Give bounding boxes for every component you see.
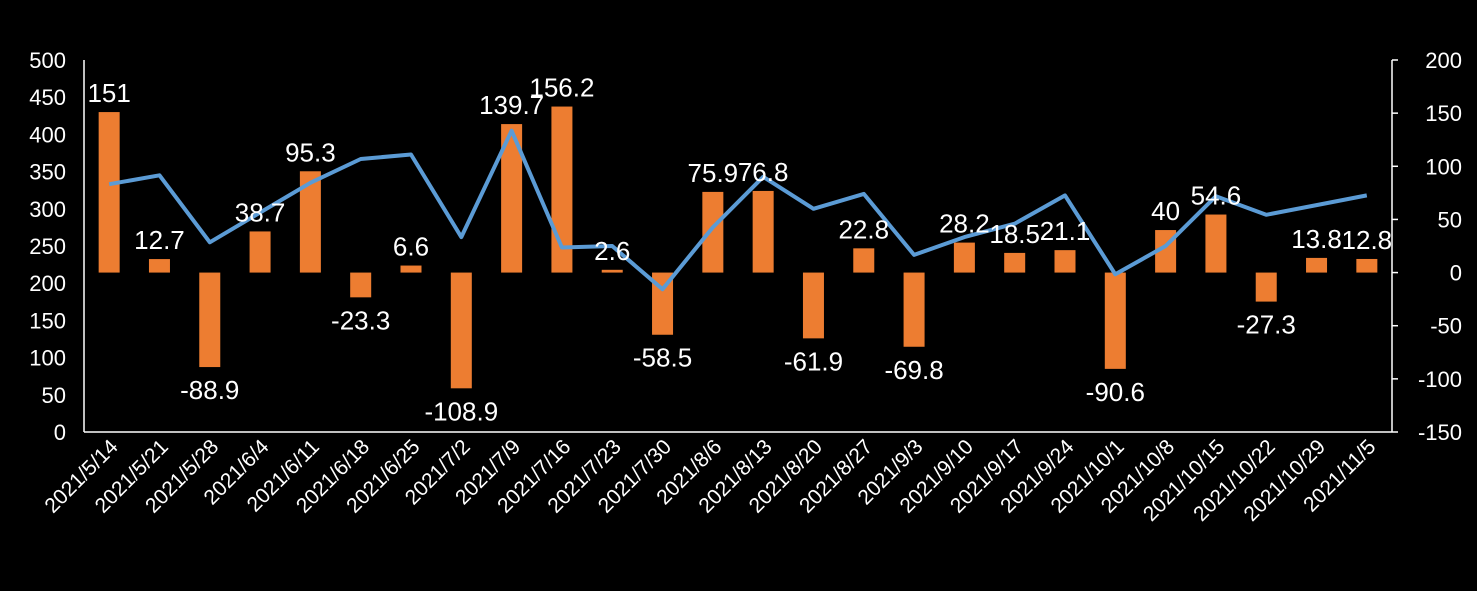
left-axis-tick-label: 200 — [29, 271, 66, 296]
bar — [450, 272, 472, 389]
right-axis-tick-label: 0 — [1450, 261, 1462, 286]
right-axis-tick-label: -150 — [1418, 420, 1462, 445]
right-axis-tick-label: 100 — [1425, 154, 1462, 179]
bar — [652, 272, 674, 335]
bar-data-label: -88.9 — [180, 375, 239, 405]
bar — [1306, 257, 1328, 273]
bar-data-label: -108.9 — [424, 396, 498, 426]
bar-data-label: 22.8 — [838, 214, 889, 244]
right-axis-ticks: -150 -100 -50 0 50 100 150 200 — [1392, 48, 1462, 445]
right-axis-tick-label: 200 — [1425, 48, 1462, 73]
bar — [400, 265, 422, 273]
bar — [98, 112, 120, 273]
bar-data-label: -69.8 — [884, 355, 943, 385]
bar-data-label: 2.6 — [594, 236, 630, 266]
line-series-path — [108, 128, 1368, 292]
left-axis-tick-label: 100 — [29, 346, 66, 371]
left-axis-tick-label: 500 — [29, 48, 66, 73]
right-axis-tick-label: 50 — [1438, 207, 1462, 232]
bar — [601, 269, 623, 273]
left-axis-tick-label: 400 — [29, 122, 66, 147]
bar-data-label: -27.3 — [1237, 310, 1296, 340]
bar — [853, 248, 875, 273]
bar — [501, 124, 523, 273]
bar — [702, 191, 724, 273]
bar-data-label: 139.7 — [479, 90, 544, 120]
bar-data-label: -58.5 — [633, 343, 692, 373]
bar — [1356, 258, 1378, 273]
bar-data-label: 12.7 — [134, 225, 185, 255]
left-axis-tick-label: 350 — [29, 160, 66, 185]
bar-data-label: 95.3 — [285, 137, 336, 167]
right-axis-tick-label: 150 — [1425, 101, 1462, 126]
bar-data-label: 54.6 — [1191, 181, 1242, 211]
bar-data-labels: 15112.7-88.938.795.3-23.36.6-108.9139.71… — [87, 73, 1392, 427]
bar-data-label: 13.8 — [1291, 224, 1342, 254]
right-axis-tick-label: -100 — [1418, 367, 1462, 392]
bar-data-label: 6.6 — [393, 232, 429, 262]
right-axis-tick-label: -50 — [1430, 314, 1462, 339]
bar-data-label: 76.8 — [738, 157, 789, 187]
bar-data-label: 28.2 — [939, 209, 990, 239]
bar-data-label: 12.8 — [1342, 225, 1393, 255]
left-axis-tick-label: 50 — [42, 383, 66, 408]
left-axis-ticks: 0 50 100 150 200 250 300 350 400 450 500 — [29, 48, 66, 445]
bar — [249, 231, 271, 273]
bar-data-label: 40 — [1151, 196, 1180, 226]
bar-data-label: -23.3 — [331, 305, 390, 335]
bar — [350, 272, 372, 298]
bar — [1004, 252, 1026, 273]
bar-data-label: -61.9 — [784, 346, 843, 376]
bar — [148, 259, 170, 273]
left-axis-tick-label: 250 — [29, 234, 66, 259]
bar — [1255, 272, 1277, 302]
bar — [299, 171, 321, 273]
bar-data-label: 151 — [87, 78, 130, 108]
axes — [83, 60, 1393, 433]
bar-data-label: 18.5 — [989, 219, 1040, 249]
line-series — [108, 128, 1368, 292]
bar — [1205, 214, 1227, 273]
left-axis-tick-label: 150 — [29, 308, 66, 333]
left-axis-tick-label: 450 — [29, 85, 66, 110]
left-axis-tick-label: 300 — [29, 197, 66, 222]
left-axis-tick-label: 0 — [54, 420, 66, 445]
bar — [199, 272, 221, 368]
bar-data-label: 156.2 — [529, 73, 594, 103]
bar-data-label: 75.9 — [688, 158, 739, 188]
bar — [1054, 250, 1076, 273]
bar — [752, 190, 774, 273]
bar-data-label: -90.6 — [1086, 377, 1145, 407]
bar — [1104, 272, 1126, 369]
bar-data-label: 21.1 — [1040, 216, 1091, 246]
bar — [903, 272, 925, 347]
bar — [802, 272, 824, 339]
bar — [953, 242, 975, 273]
bar-data-label: 38.7 — [235, 197, 286, 227]
